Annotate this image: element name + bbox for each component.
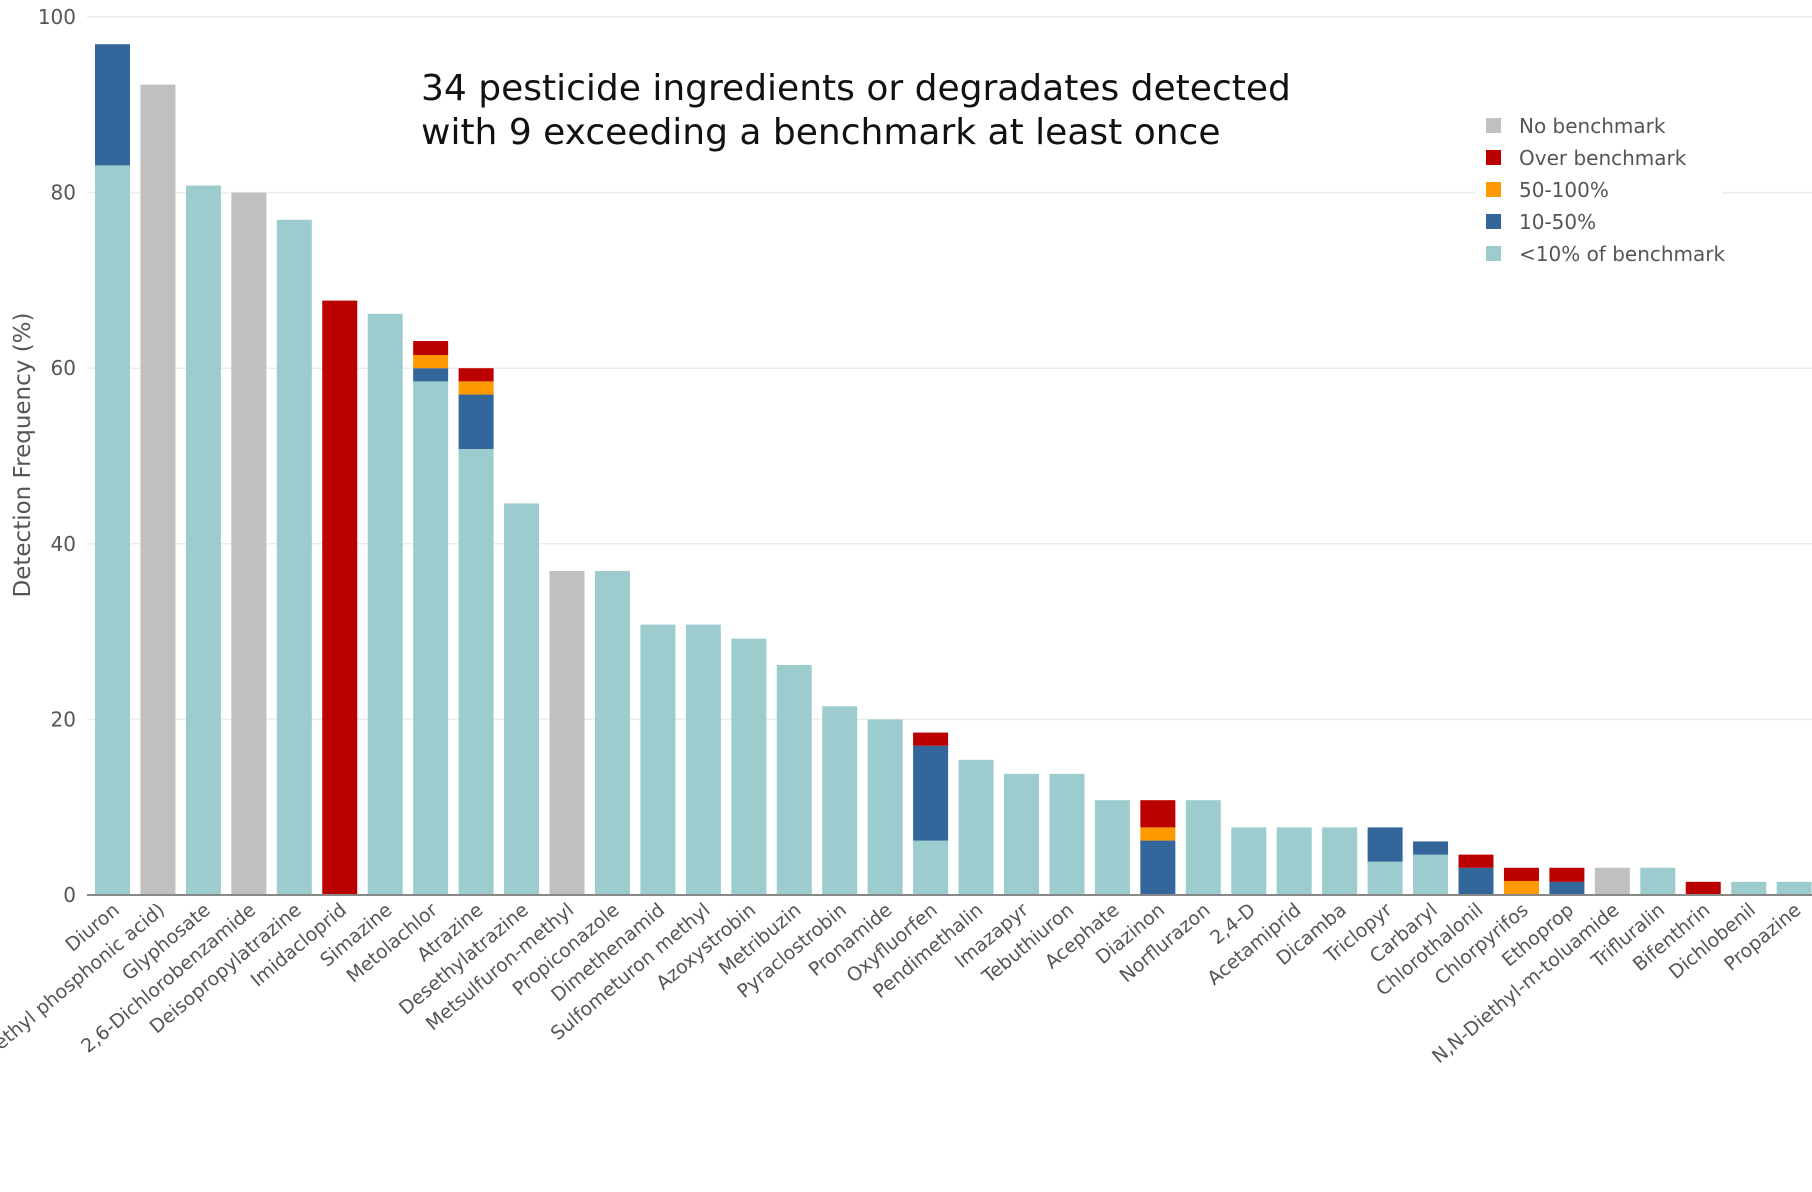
bar-21-series-0	[1049, 773, 1085, 895]
bar-37-series-0	[1776, 881, 1812, 895]
bar-23-series-1	[1140, 840, 1176, 895]
bar-2-series-0	[185, 185, 221, 896]
bar-31-series-3	[1503, 867, 1539, 881]
y-tick-label-20: 20	[51, 707, 76, 731]
bar-32-series-3	[1549, 867, 1585, 882]
bar-13-series-0	[685, 624, 721, 895]
legend-swatch-0	[1486, 118, 1501, 133]
bar-32-series-1	[1549, 881, 1585, 895]
bar-11-series-0	[594, 571, 630, 895]
bar-8-series-2	[458, 381, 494, 395]
bar-29-series-1	[1413, 841, 1449, 855]
bar-35-series-3	[1685, 881, 1721, 895]
bar-18-series-1	[913, 745, 949, 841]
bar-6-series-0	[367, 313, 403, 895]
bar-0-series-1	[95, 44, 130, 166]
bar-9-series-0	[504, 503, 540, 895]
legend-swatch-1	[1486, 150, 1501, 165]
bar-7-series-3	[413, 340, 449, 356]
legend-label-2: 50-100%	[1519, 178, 1609, 202]
bar-28-series-0	[1367, 861, 1403, 895]
bar-5-series-3	[322, 300, 358, 895]
bar-23-series-2	[1140, 827, 1176, 841]
bar-8-series-0	[458, 448, 494, 895]
y-tick-label-100: 100	[38, 5, 76, 29]
bar-31-series-2	[1503, 880, 1539, 895]
bar-30-series-1	[1458, 867, 1494, 895]
y-axis-ticks: 0 20 40 60 80 100	[38, 5, 76, 907]
bar-36-series-0	[1731, 881, 1767, 895]
chart-title: 34 pesticide ingredients or degradates d…	[421, 68, 1291, 153]
bar-22-series-0	[1094, 800, 1130, 895]
bar-30-series-3	[1458, 854, 1494, 868]
bar-25-series-0	[1231, 827, 1267, 895]
bar-17-series-0	[867, 719, 903, 895]
bar-15-series-0	[776, 664, 812, 895]
bar-12-series-0	[640, 624, 676, 895]
legend-background	[1476, 110, 1722, 270]
y-tick-label-40: 40	[51, 532, 76, 556]
bar-29-series-0	[1413, 854, 1449, 895]
legend-label-3: 10-50%	[1519, 210, 1596, 234]
legend-swatch-3	[1486, 214, 1501, 229]
bar-8-series-1	[458, 394, 494, 449]
bar-7-series-1	[413, 368, 449, 382]
legend: No benchmark Over benchmark 50-100% 10-50% <…	[1476, 110, 1726, 270]
legend-label-4: <10% of benchmark	[1519, 242, 1726, 266]
legend-label-0: No benchmark	[1519, 114, 1666, 138]
bar-14-series-0	[731, 638, 767, 895]
bar-18-series-0	[913, 840, 949, 895]
bar-27-series-0	[1322, 827, 1358, 895]
bar-0-series-0	[95, 165, 130, 895]
bar-24-series-0	[1185, 800, 1221, 895]
bar-7-series-2	[413, 355, 449, 369]
legend-swatch-4	[1486, 246, 1501, 261]
bar-34-series-0	[1640, 867, 1676, 895]
legend-swatch-2	[1486, 182, 1501, 197]
bar-3-series-4	[231, 192, 267, 896]
y-tick-label-60: 60	[51, 356, 76, 380]
y-tick-label-0: 0	[63, 883, 76, 907]
bar-26-series-0	[1276, 827, 1312, 895]
bar-4-series-0	[276, 219, 312, 895]
bar-20-series-0	[1004, 773, 1039, 895]
chart-title-line-2: with 9 exceeding a benchmark at least on…	[421, 112, 1221, 153]
y-axis-label: Detection Frequency (%)	[10, 313, 36, 598]
bar-18-series-3	[913, 732, 949, 746]
y-tick-label-80: 80	[51, 181, 76, 205]
bar-19-series-0	[958, 759, 994, 895]
bar-16-series-0	[822, 706, 858, 895]
bar-23-series-3	[1140, 800, 1176, 828]
bar-1-series-4	[140, 84, 176, 895]
bar-series	[95, 44, 1812, 896]
bar-28-series-1	[1367, 827, 1403, 862]
bar-10-series-4	[549, 571, 585, 895]
bar-7-series-0	[413, 381, 449, 895]
chart-title-line-1: 34 pesticide ingredients or degradates d…	[421, 68, 1291, 109]
bar-8-series-3	[458, 368, 494, 382]
legend-label-1: Over benchmark	[1519, 146, 1687, 170]
bar-33-series-4	[1594, 867, 1630, 895]
